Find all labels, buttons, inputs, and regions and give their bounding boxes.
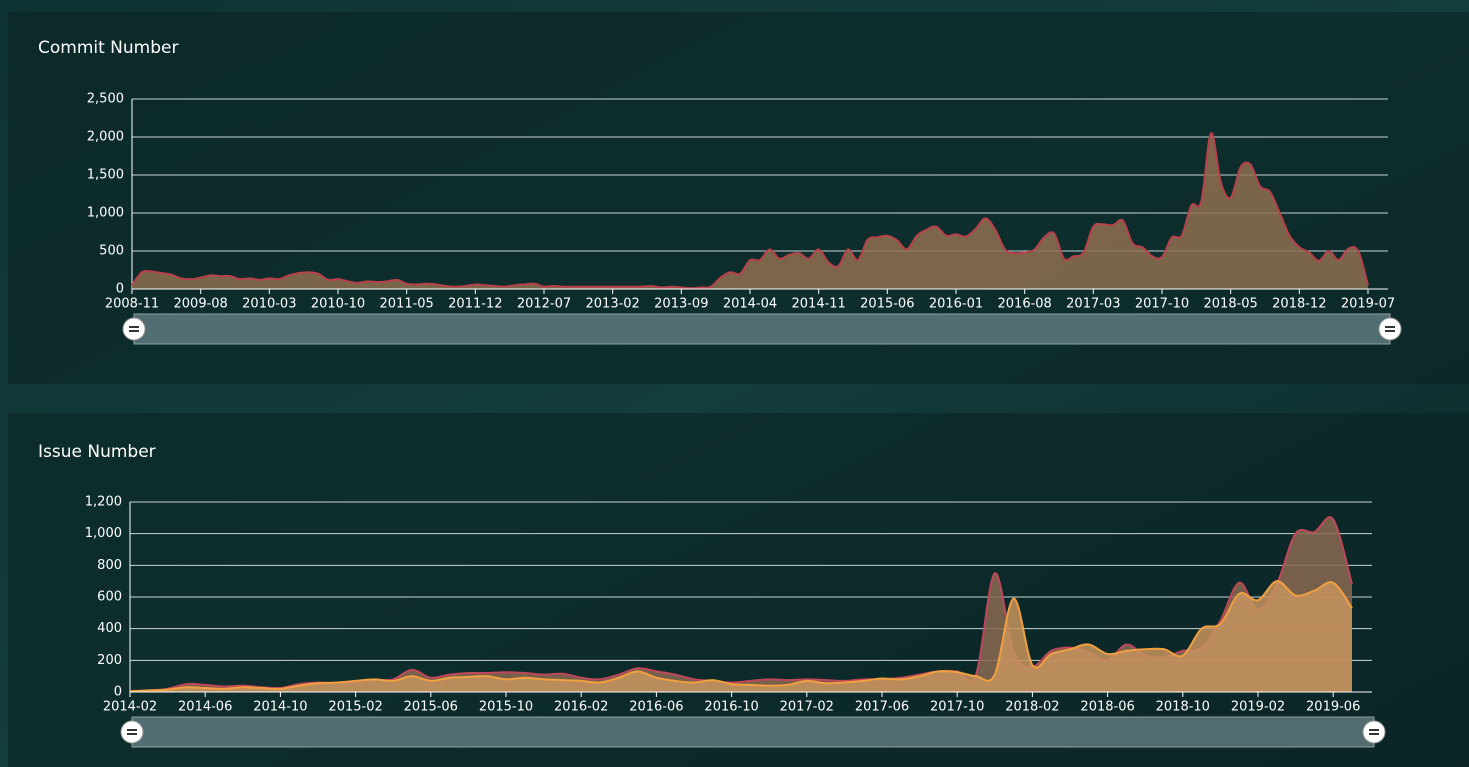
panel xyxy=(8,413,1469,767)
x-tick-label: 2016-10 xyxy=(704,700,758,715)
y-tick-label: 200 xyxy=(97,653,122,668)
zoom-handle[interactable] xyxy=(1362,720,1386,744)
x-tick-label: 2019-07 xyxy=(1341,297,1395,312)
area xyxy=(132,133,1368,289)
x-tick-label: 2014-02 xyxy=(103,700,157,715)
x-tick-label: 2018-10 xyxy=(1156,700,1210,715)
area xyxy=(130,581,1352,692)
x-tick-label: 2017-10 xyxy=(1135,297,1189,312)
y-tick-label: 2,500 xyxy=(87,92,124,107)
x-tick-label: 2009-08 xyxy=(174,297,228,312)
y-tick-label: 500 xyxy=(99,244,124,259)
zoom-handle[interactable] xyxy=(120,720,144,744)
x-tick-label: 2018-05 xyxy=(1204,297,1258,312)
y-tick-label: 800 xyxy=(97,558,122,573)
x-tick-label: 2017-02 xyxy=(780,700,834,715)
x-tick-label: 2017-06 xyxy=(855,700,909,715)
line xyxy=(129,580,1353,693)
chart-title: Commit Number xyxy=(38,38,178,58)
x-tick-label: 2015-06 xyxy=(404,700,458,715)
x-tick-label: 2013-09 xyxy=(654,297,708,312)
x-tick-label: 2018-12 xyxy=(1272,297,1326,312)
x-tick-label: 2017-03 xyxy=(1066,297,1120,312)
y-tick-label: 2,000 xyxy=(87,130,124,145)
zoom-slider xyxy=(133,313,1391,345)
x-tick-label: 2016-01 xyxy=(929,297,983,312)
x-tick-label: 2011-05 xyxy=(380,297,434,312)
zoom-slider xyxy=(131,716,1375,748)
x-tick-label: 2014-10 xyxy=(253,700,307,715)
y-tick-label: 1,000 xyxy=(85,526,122,541)
y-tick-label: 600 xyxy=(97,590,122,605)
chart-title: Issue Number xyxy=(38,442,156,462)
line xyxy=(131,132,1369,290)
x-tick-label: 2019-02 xyxy=(1231,700,1285,715)
y-tick-label: 1,500 xyxy=(87,168,124,183)
y-tick-label: 1,000 xyxy=(87,206,124,221)
x-tick-label: 2010-03 xyxy=(242,297,296,312)
x-tick-label: 2015-10 xyxy=(479,700,533,715)
x-tick-label: 2016-06 xyxy=(629,700,683,715)
x-tick-label: 2015-02 xyxy=(328,700,382,715)
y-tick-label: 0 xyxy=(114,685,122,700)
zoom-handle[interactable] xyxy=(122,317,146,341)
y-tick-label: 400 xyxy=(97,621,122,636)
x-tick-label: 2018-06 xyxy=(1080,700,1134,715)
x-tick-label: 2008-11 xyxy=(105,297,159,312)
x-tick-label: 2016-02 xyxy=(554,700,608,715)
x-tick-label: 2013-02 xyxy=(586,297,640,312)
zoom-handle[interactable] xyxy=(1378,317,1402,341)
x-tick-label: 2018-02 xyxy=(1005,700,1059,715)
x-tick-label: 2016-08 xyxy=(998,297,1052,312)
x-tick-label: 2014-11 xyxy=(792,297,846,312)
x-tick-label: 2017-10 xyxy=(930,700,984,715)
x-tick-label: 2014-04 xyxy=(723,297,777,312)
x-tick-label: 2019-06 xyxy=(1306,700,1360,715)
x-tick-label: 2014-06 xyxy=(178,700,232,715)
x-tick-label: 2015-06 xyxy=(860,297,914,312)
y-tick-label: 0 xyxy=(116,282,124,297)
y-tick-label: 1,200 xyxy=(85,495,122,510)
x-tick-label: 2011-12 xyxy=(448,297,502,312)
x-tick-label: 2012-07 xyxy=(517,297,571,312)
x-tick-label: 2010-10 xyxy=(311,297,365,312)
